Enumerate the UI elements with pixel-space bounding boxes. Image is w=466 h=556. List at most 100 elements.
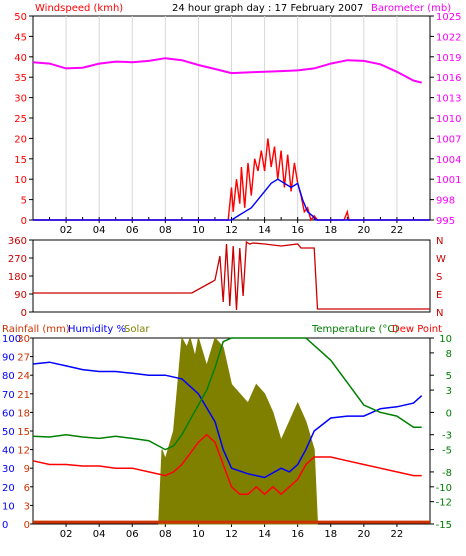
- humidity-y-tick-label: 10: [2, 501, 15, 512]
- direction-series-line: [33, 240, 430, 311]
- x-tick-label: 14: [258, 529, 271, 540]
- wind-y-tick-label: 50: [14, 12, 27, 23]
- rain-y-tick-label: 24: [17, 371, 30, 382]
- barometer-axis-label: Barometer (mb): [371, 3, 451, 14]
- wind_avg-series-line: [33, 178, 430, 221]
- temp-y-tick-label: 5: [446, 371, 452, 382]
- dewpoint-axis-label: Dew Point: [392, 324, 442, 335]
- barometer-y-tick-label: 998: [436, 196, 455, 207]
- rain-y-tick-label: 12: [17, 446, 30, 457]
- x-tick-label: 14: [258, 225, 271, 236]
- wind-y-tick-label: 30: [14, 94, 27, 105]
- x-tick-label: 04: [93, 529, 106, 540]
- temp-y-tick-label: -8: [442, 468, 452, 479]
- x-tick-label: 22: [391, 225, 404, 236]
- x-tick-label: 02: [60, 529, 73, 540]
- barometer-y-tick-label: 1022: [436, 32, 461, 43]
- barometer-y-tick-label: 1019: [436, 53, 461, 64]
- x-tick-label: 08: [159, 225, 172, 236]
- barometer-y-tick-label: 995: [436, 216, 455, 227]
- x-tick-label: 20: [357, 529, 370, 540]
- humidity-y-tick-label: 20: [2, 483, 15, 494]
- wind-y-tick-label: 15: [14, 155, 27, 166]
- direction-y-tick-label: 270: [8, 254, 27, 265]
- wind-y-tick-label: 25: [14, 114, 27, 125]
- rain-y-tick-label: 0: [24, 520, 30, 531]
- rain-y-tick-label: 21: [17, 390, 30, 401]
- direction-y-tick-label: 90: [14, 290, 27, 301]
- barometer-series-line: [32, 57, 422, 84]
- compass-label: N: [436, 308, 443, 319]
- x-tick-label: 20: [357, 225, 370, 236]
- rain-y-tick-label: 6: [24, 483, 30, 494]
- compass-label: W: [436, 254, 446, 265]
- wind-y-tick-label: 35: [14, 73, 27, 84]
- rainfall-axis-label: Rainfall (mm): [2, 324, 70, 335]
- barometer-y-tick-label: 1025: [436, 12, 461, 23]
- rain-y-tick-label: 27: [17, 353, 30, 364]
- wind-y-tick-label: 10: [14, 175, 27, 186]
- x-tick-label: 06: [126, 529, 139, 540]
- temp-y-tick-label: 10: [439, 334, 452, 345]
- x-tick-label: 06: [126, 225, 139, 236]
- x-tick-label: 18: [324, 529, 337, 540]
- barometer-y-tick-label: 1016: [436, 73, 461, 84]
- chart-title: 24 hour graph day : 17 February 2007: [172, 3, 363, 14]
- x-tick-label: 18: [324, 225, 337, 236]
- wind-y-tick-label: 45: [14, 32, 27, 43]
- humidity-y-tick-label: 50: [2, 427, 15, 438]
- wind-y-tick-label: 20: [14, 134, 27, 145]
- temperature-axis-label: Temperature (°C): [311, 324, 398, 335]
- humidity-series-line: [32, 361, 423, 479]
- x-tick-label: 12: [225, 225, 238, 236]
- temp-y-tick-label: -15: [436, 520, 452, 531]
- direction-y-tick-label: 0: [21, 308, 27, 319]
- temp-y-tick-label: -5: [442, 446, 452, 457]
- barometer-y-tick-label: 1004: [436, 155, 461, 166]
- x-tick-label: 12: [225, 529, 238, 540]
- wind-y-tick-label: 5: [21, 196, 27, 207]
- humidity-y-tick-label: 40: [2, 446, 15, 457]
- temp-y-tick-label: -10: [436, 483, 452, 494]
- humidity-y-tick-label: 30: [2, 464, 15, 475]
- x-tick-label: 10: [192, 225, 205, 236]
- compass-label: N: [436, 236, 443, 247]
- rain-y-tick-label: 15: [17, 427, 30, 438]
- solar-axis-label: Solar: [124, 324, 150, 335]
- x-tick-label: 02: [60, 225, 73, 236]
- direction-y-tick-label: 180: [8, 272, 27, 283]
- x-tick-label: 22: [391, 529, 404, 540]
- windspeed-axis-label: Windspeed (kmh): [35, 3, 123, 14]
- wind-y-tick-label: 40: [14, 53, 27, 64]
- x-tick-label: 16: [291, 225, 304, 236]
- humidity-y-tick-label: 0: [2, 520, 8, 531]
- humidity-y-tick-label: 80: [2, 371, 15, 382]
- dewpoint-series-line: [32, 433, 422, 496]
- compass-label: E: [436, 290, 442, 301]
- direction-y-tick-label: 360: [8, 236, 27, 247]
- x-tick-label: 10: [192, 529, 205, 540]
- humidity-y-tick-label: 100: [2, 334, 21, 345]
- temp-y-tick-label: 0: [446, 408, 452, 419]
- x-tick-label: 04: [93, 225, 106, 236]
- temp-y-tick-label: -12: [436, 498, 452, 509]
- wind-panel-plot: 0510152025303540455099599810011004100710…: [14, 12, 461, 236]
- temp-y-tick-label: 8: [446, 349, 452, 360]
- rain-y-tick-label: 30: [17, 334, 30, 345]
- x-tick-label: 08: [159, 529, 172, 540]
- temp-y-tick-label: 3: [446, 386, 452, 397]
- x-tick-label: 16: [291, 529, 304, 540]
- barometer-y-tick-label: 1013: [436, 94, 461, 105]
- wind-y-tick-label: 0: [21, 216, 27, 227]
- rain-y-tick-label: 18: [17, 408, 30, 419]
- rain-y-tick-label: 3: [24, 501, 30, 512]
- humidity-y-tick-label: 70: [2, 390, 15, 401]
- humidity-y-tick-label: 90: [2, 353, 15, 364]
- humidity-y-tick-label: 60: [2, 408, 15, 419]
- temp-y-tick-label: -3: [442, 431, 452, 442]
- compass-label: S: [436, 272, 442, 283]
